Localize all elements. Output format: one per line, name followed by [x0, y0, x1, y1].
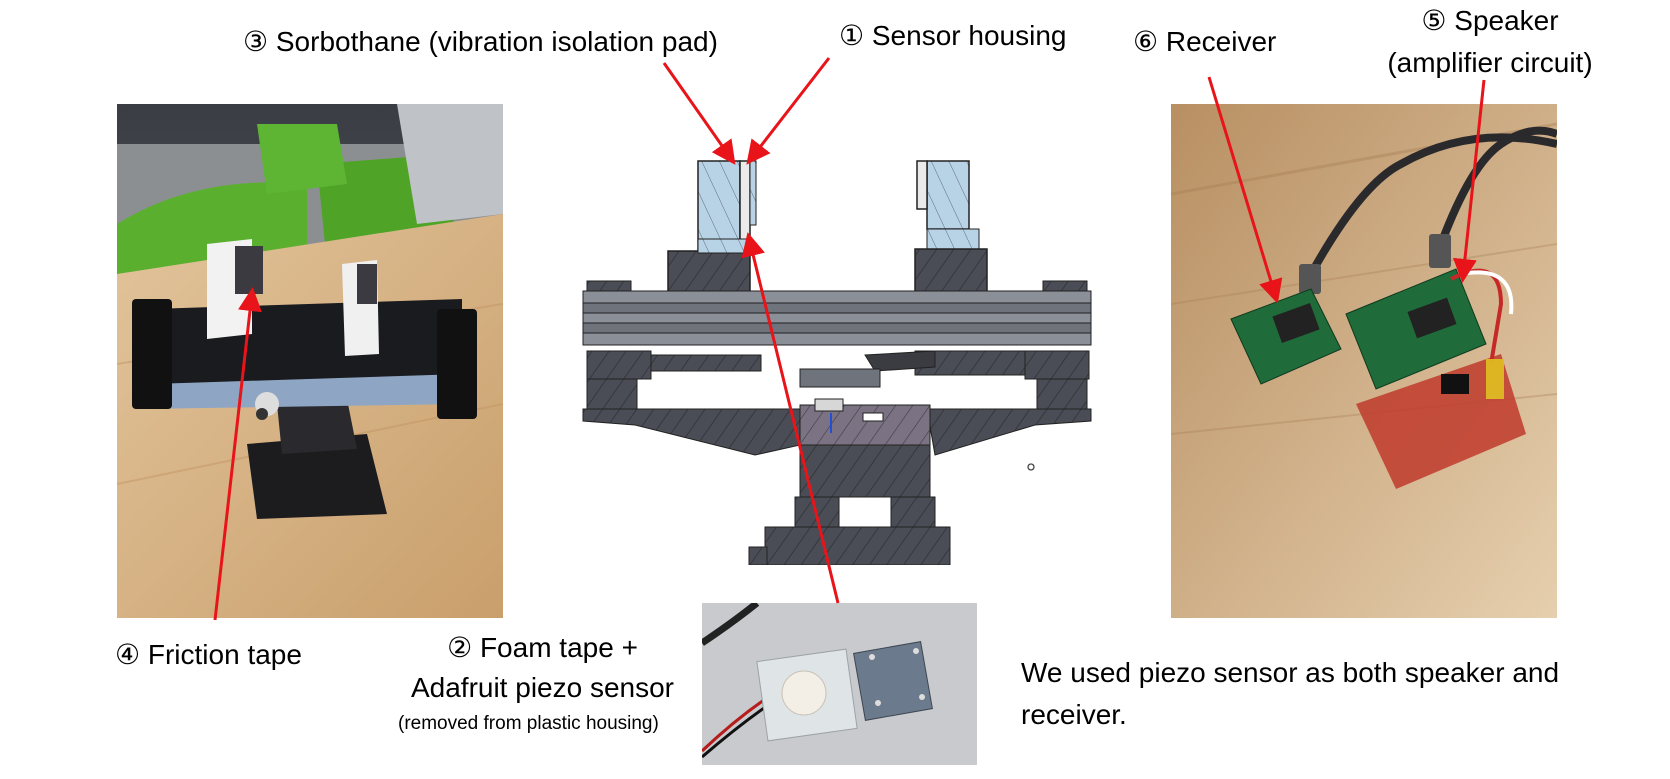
label-speaker-line1: ⑤ Speaker: [1421, 5, 1559, 36]
label-sensor-housing: ① Sensor housing: [839, 20, 1067, 51]
cad-cross-section: [575, 155, 1100, 565]
piezo-note-line1: We used piezo sensor as both speaker and: [1021, 657, 1560, 688]
arrow-sensor-housing: [746, 57, 831, 165]
label-foam-tape: ② Foam tape + Adafruit piezo sensor: [395, 631, 690, 705]
label-foam-tape-line1: ② Foam tape +: [447, 632, 638, 663]
assembly-photo: [117, 104, 503, 618]
label-speaker-line2: (amplifier circuit): [1387, 47, 1593, 78]
label-foam-tape-note: (removed from plastic housing): [398, 713, 659, 734]
label-foam-tape-line2: Adafruit piezo sensor: [410, 672, 675, 703]
piezo-note-line2: receiver.: [1021, 699, 1127, 730]
piezo-note: We used piezo sensor as both speaker and…: [1021, 652, 1559, 736]
label-receiver: ⑥ Receiver: [1133, 26, 1277, 57]
piezo-photo: [702, 603, 977, 765]
label-speaker: ⑤ Speaker (amplifier circuit): [1370, 4, 1610, 80]
arrow-sorbothane: [662, 62, 736, 165]
label-sorbothane: ③ Sorbothane (vibration isolation pad): [243, 26, 718, 57]
boards-photo: [1171, 104, 1557, 618]
label-friction-tape: ④ Friction tape: [115, 639, 302, 670]
